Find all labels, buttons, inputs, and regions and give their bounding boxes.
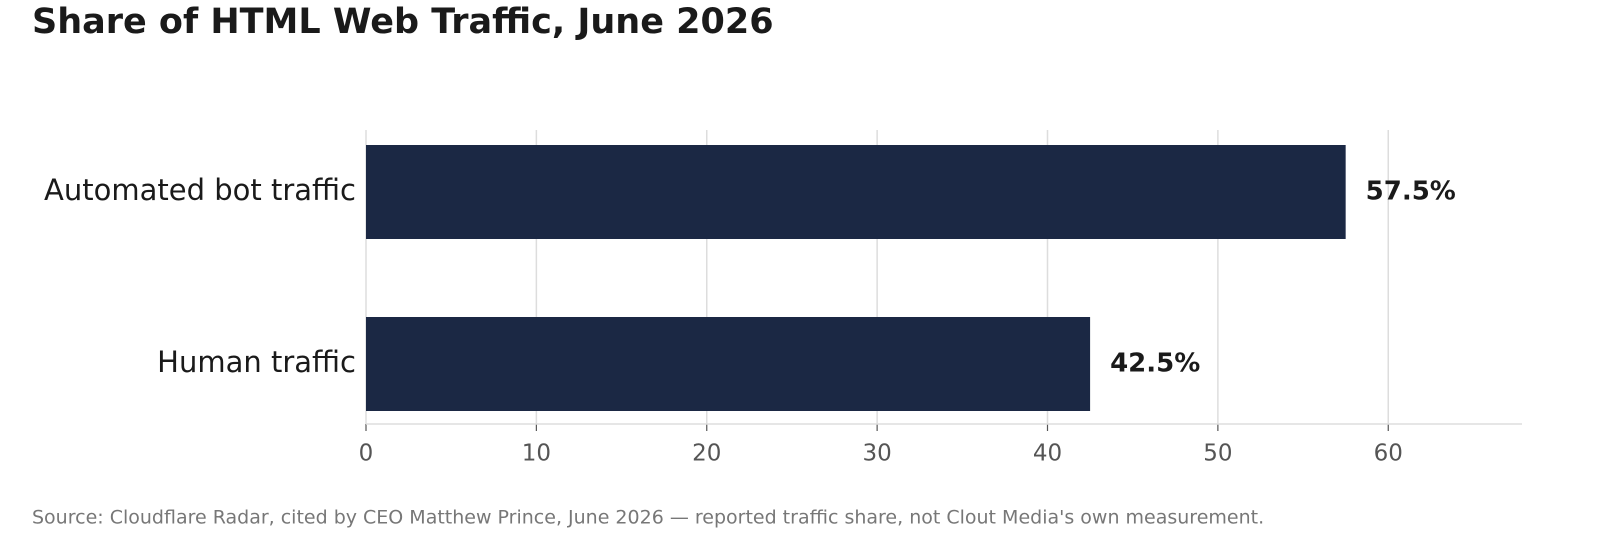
x-tick-label: 20 [692,441,721,467]
source-note: Source: Cloudflare Radar, cited by CEO M… [32,507,1264,529]
x-tick-label: 30 [862,441,891,467]
bar [366,145,1346,239]
y-tick-label: Automated bot traffic [44,173,356,207]
x-tick-label: 0 [359,441,374,467]
x-tick-label: 10 [522,441,551,467]
chart-title: Share of HTML Web Traffic, June 2026 [32,2,774,42]
bar [366,317,1091,411]
x-tick-label: 60 [1374,441,1403,467]
x-tick-label: 50 [1203,441,1232,467]
value-label: 57.5% [1366,177,1456,207]
y-tick-label: Human traffic [157,345,356,379]
x-tick-label: 40 [1033,441,1062,467]
value-label: 42.5% [1110,349,1200,379]
